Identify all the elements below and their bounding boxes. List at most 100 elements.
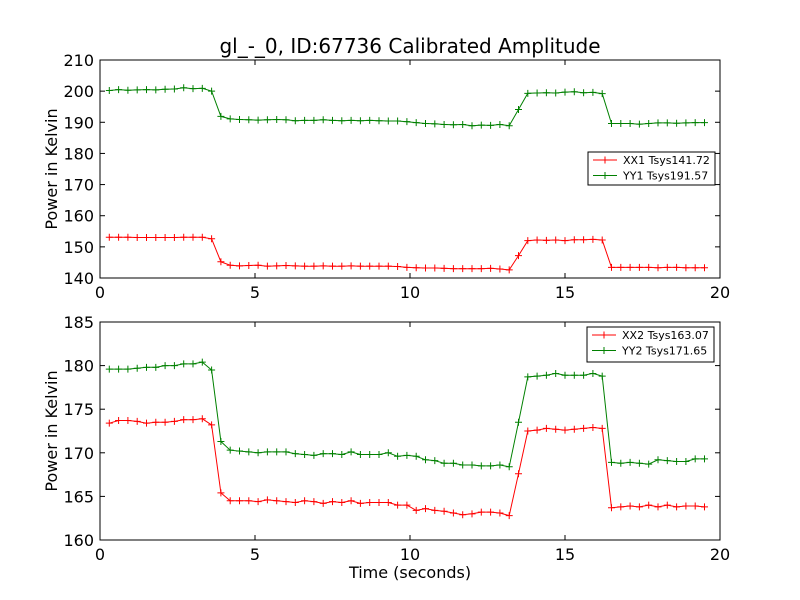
data-point [598,424,606,432]
data-point [115,417,123,425]
data-point [449,509,457,517]
data-point [645,120,653,128]
y-tick-label: 210 [63,51,94,70]
data-point [180,360,188,368]
data-point [477,265,485,273]
data-point [691,502,699,510]
data-point [598,372,606,380]
data-point [291,450,299,458]
data-point [319,499,327,507]
data-point [124,233,132,241]
data-point [161,234,169,242]
data-point [542,89,550,97]
data-point [496,120,504,128]
data-point [515,418,522,426]
data-point [226,115,234,123]
data-point [524,89,532,97]
chart-title: gl_-_0, ID:67736 Calibrated Amplitude [219,34,600,58]
data-point [663,501,671,509]
data-point [412,264,420,272]
data-point [282,448,290,456]
data-point [263,116,271,124]
data-point [319,262,327,270]
data-point [236,447,243,455]
legend-marker [601,172,609,179]
data-point [124,417,132,425]
x-tick-label: 10 [400,545,420,564]
data-point [542,371,550,379]
data-point [654,503,662,511]
data-point [701,455,708,463]
data-point [301,451,309,459]
data-point [580,424,588,432]
data-point [468,122,476,130]
data-point [701,119,708,127]
data-point [617,503,625,511]
x-tick-label: 5 [250,545,260,564]
y-tick-label: 200 [63,82,94,101]
data-point [273,262,281,270]
data-point [654,456,662,464]
data-point [375,117,383,125]
data-point [673,503,681,511]
data-point [170,85,178,93]
data-point [338,262,346,270]
data-point [133,234,141,242]
data-point [533,372,541,380]
data-point [189,416,197,424]
data-point [487,121,495,129]
data-point [217,437,225,445]
data-point [459,511,467,519]
data-point [673,458,681,466]
data-point [384,449,392,457]
data-point [440,264,448,272]
data-point [635,263,643,271]
data-point [701,264,708,272]
data-point [133,364,141,372]
y-tick-label: 180 [63,144,94,163]
data-point [496,509,504,517]
series-line-2-2 [109,361,705,468]
data-point [329,498,336,506]
data-point [282,262,290,270]
data-point [422,505,429,513]
data-point [673,119,681,127]
data-point [170,417,178,425]
data-point [245,497,253,505]
data-point [291,117,299,125]
data-point [356,117,364,125]
data-point [617,263,625,271]
data-point [635,459,643,467]
data-point [366,499,374,507]
data-point [477,121,485,129]
data-point [552,425,560,433]
data-point [356,262,364,270]
data-point [115,365,123,373]
data-point [152,234,160,242]
y-axis-label: Power in Kelvin [42,370,61,491]
data-point [254,116,262,124]
data-point [552,89,560,97]
data-point [105,419,113,427]
data-point [394,452,402,460]
data-point [617,459,625,467]
data-point [254,449,262,457]
data-point [608,120,615,128]
data-point [189,233,197,241]
data-point [263,496,271,504]
data-point [487,264,495,272]
legend-marker [600,347,608,354]
data-point [124,86,132,94]
data-point [115,86,123,94]
data-point [143,419,150,427]
data-point [422,264,429,272]
top-plot: 0 5 10 15 20 140 150 160 170 180 190 200 210 Power in… [42,51,730,302]
legend-box [587,151,716,186]
data-point [431,457,439,465]
data-point [152,418,160,426]
data-point [431,506,439,514]
y-tick-label: 150 [63,238,94,257]
data-point [338,499,346,507]
data-point [208,421,216,429]
data-point [505,463,513,471]
